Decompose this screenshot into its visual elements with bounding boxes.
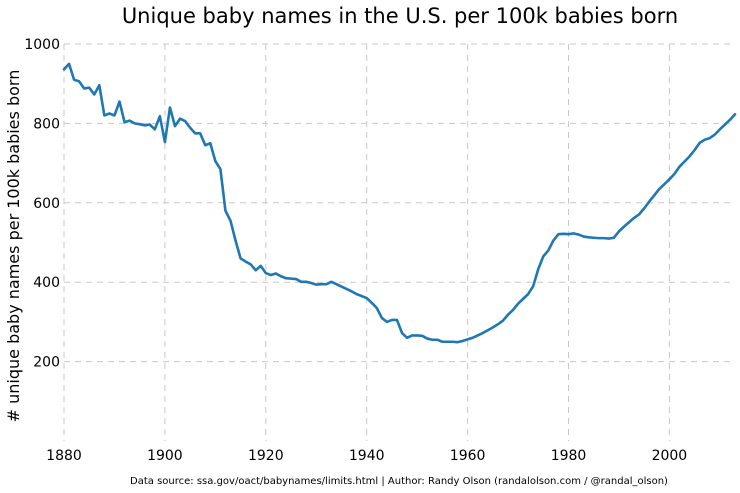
x-tick-label: 1980 bbox=[551, 448, 587, 464]
y-tick-label: 600 bbox=[33, 196, 60, 212]
x-tick-label: 1920 bbox=[248, 448, 284, 464]
x-tick-label: 1900 bbox=[147, 448, 183, 464]
y-axis-label: # unique baby names per 100k babies born bbox=[4, 70, 23, 423]
chart-title: Unique baby names in the U.S. per 100k b… bbox=[122, 4, 678, 28]
source-note: Data source: ssa.gov/oact/babynames/limi… bbox=[130, 476, 668, 487]
x-tick-label: 2000 bbox=[652, 448, 688, 464]
x-tick-label: 1960 bbox=[450, 448, 486, 464]
series-line bbox=[62, 62, 737, 344]
x-tick-label: 1880 bbox=[46, 448, 82, 464]
tick-labels: 1880 1900 1920 1940 1960 1980 2000 200 400 600 800… bbox=[24, 37, 687, 464]
grid-lines bbox=[63, 43, 735, 441]
y-tick-label: 1000 bbox=[24, 37, 60, 53]
y-tick-label: 800 bbox=[33, 116, 60, 132]
x-tick-label: 1940 bbox=[349, 448, 385, 464]
y-tick-label: 200 bbox=[33, 355, 60, 371]
y-tick-label: 400 bbox=[33, 275, 60, 291]
